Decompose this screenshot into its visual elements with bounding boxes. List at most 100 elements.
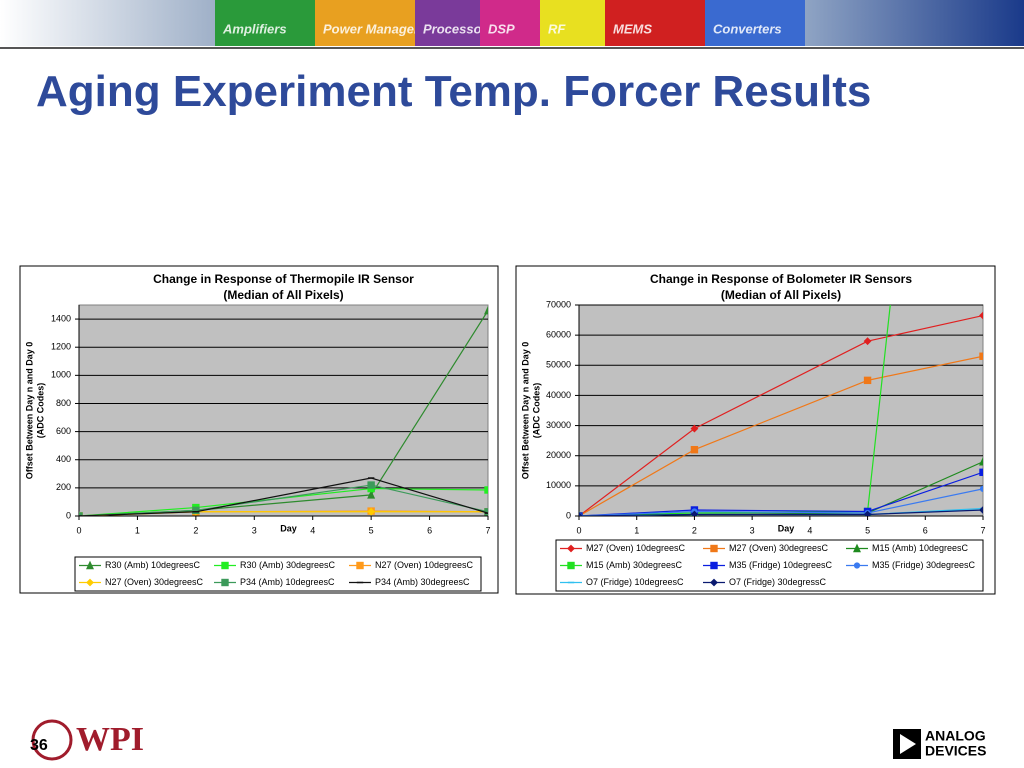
- x-tick-label: 3: [750, 525, 755, 535]
- y-tick-label: 600: [56, 426, 71, 436]
- x-axis-label: Day: [280, 523, 297, 533]
- adi-logo-text: DEVICES: [925, 743, 986, 759]
- marker: [853, 543, 861, 553]
- legend-frame: [555, 539, 984, 592]
- y-tick-label: 70000: [546, 299, 571, 309]
- x-tick-label: 5: [865, 525, 870, 535]
- y-tick-label: 200: [56, 482, 71, 492]
- marker: [567, 561, 575, 570]
- marker: [710, 561, 718, 570]
- wpi-logo: WPI: [76, 721, 144, 758]
- legend-label: M27 (Oven) 30degreesC: [729, 543, 829, 553]
- y-axis-label: Offset Between Day n and Day 0: [24, 342, 34, 480]
- y-tick-label: 30000: [546, 420, 571, 430]
- marker: [979, 352, 983, 360]
- marker: [979, 506, 983, 514]
- chart: Change in Response of Thermopile IR Sens…: [19, 265, 499, 594]
- y-tick-label: 800: [56, 398, 71, 408]
- marker: [367, 481, 375, 489]
- marker: [710, 544, 718, 553]
- legend-frame: [74, 556, 482, 592]
- legend-label: M27 (Oven) 10degreesC: [586, 543, 686, 553]
- marker: [690, 445, 699, 454]
- x-tick-label: 1: [135, 525, 140, 535]
- plot-series: [579, 305, 983, 516]
- x-tick-label: 1: [634, 525, 639, 535]
- plot-area: [578, 304, 984, 517]
- legend-label: O7 (Fridge) 10degreesC: [586, 577, 684, 587]
- y-tick-label: 0: [566, 510, 571, 520]
- series-line: [579, 355, 983, 516]
- marker: [221, 578, 229, 587]
- marker: [86, 578, 94, 587]
- page-number: 36: [30, 737, 48, 754]
- x-tick-label: 2: [193, 525, 198, 535]
- legend-label: N27 (Oven) 30degreesC: [105, 577, 204, 587]
- marker: [579, 512, 583, 516]
- adi-logo-text: ANALOG: [925, 728, 986, 744]
- series-line: [579, 488, 983, 516]
- banner-label: Converters: [713, 21, 782, 36]
- y-tick-label: 1400: [51, 313, 71, 323]
- y-axis-label: (ADC Codes): [35, 383, 45, 439]
- banner-label: DSP: [488, 21, 515, 36]
- marker: [979, 311, 983, 320]
- banner-tile: [215, 0, 315, 46]
- plot-series: [79, 305, 488, 516]
- banner-label: MEMS: [613, 21, 652, 36]
- marker: [863, 337, 872, 346]
- wpi-seal: [31, 719, 73, 761]
- marker: [853, 562, 861, 569]
- chart-subtitle: (Median of All Pixels): [223, 288, 343, 302]
- y-tick-label: 40000: [546, 390, 571, 400]
- x-tick-label: 5: [369, 525, 374, 535]
- banner-left: [0, 0, 215, 46]
- y-tick-label: 0: [66, 510, 71, 520]
- plot-area: [78, 304, 489, 517]
- marker: [356, 561, 364, 570]
- marker: [979, 485, 983, 492]
- banner-tile: [705, 0, 805, 46]
- marker: [979, 456, 983, 466]
- series-line: [579, 314, 983, 516]
- y-tick-label: 20000: [546, 450, 571, 460]
- marker: [192, 506, 200, 515]
- series-line: [579, 509, 983, 516]
- slide-title: Aging Experiment Temp. Forcer Results: [36, 67, 872, 116]
- chart-title: Change in Response of Bolometer IR Senso…: [650, 272, 912, 286]
- banner-label: Amplifiers: [222, 21, 287, 36]
- banner-tile: [315, 0, 415, 46]
- legend-label: N27 (Oven) 10degreesC: [375, 560, 474, 570]
- banner-label: RF: [548, 21, 566, 36]
- x-tick-label: 4: [310, 525, 315, 535]
- legend-label: P34 (Amb) 10degreesC: [240, 577, 335, 587]
- banner-label: Processors: [423, 21, 494, 36]
- marker: [979, 468, 983, 476]
- legend-label: M35 (Fridge) 10degreesC: [729, 560, 833, 570]
- marker: [863, 376, 872, 385]
- x-axis-label: Day: [778, 523, 795, 533]
- legend-label: M35 (Fridge) 30degreesC: [872, 560, 976, 570]
- marker: [367, 490, 376, 499]
- marker: [710, 578, 718, 587]
- y-tick-label: 60000: [546, 330, 571, 340]
- adi-logo-triangle: [900, 734, 916, 754]
- legend-label: R30 (Amb) 10degreesC: [105, 560, 201, 570]
- banner-tile: [480, 0, 540, 46]
- marker: [86, 560, 94, 570]
- x-tick-label: 2: [692, 525, 697, 535]
- x-tick-label: 0: [76, 525, 81, 535]
- legend-label: R30 (Amb) 30degreesC: [240, 560, 336, 570]
- chart: Change in Response of Bolometer IR Senso…: [515, 265, 996, 595]
- x-tick-label: 7: [485, 525, 490, 535]
- marker: [690, 424, 699, 433]
- y-tick-label: 1200: [51, 342, 71, 352]
- y-tick-label: 1000: [51, 370, 71, 380]
- y-tick-label: 400: [56, 454, 71, 464]
- series-line: [79, 484, 488, 516]
- x-tick-label: 4: [807, 525, 812, 535]
- legend-label: M15 (Amb) 30degreesC: [586, 560, 683, 570]
- x-tick-label: 0: [576, 525, 581, 535]
